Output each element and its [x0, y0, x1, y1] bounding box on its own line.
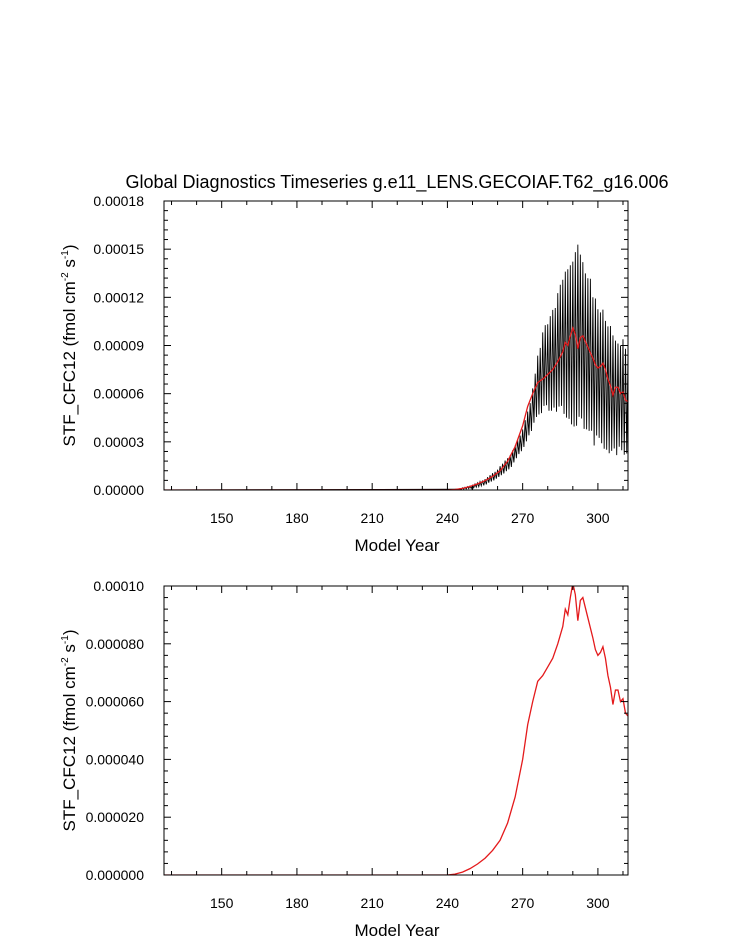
y-axis-label: STF_CFC12 (fmol cm-2 s-1): [60, 629, 79, 831]
y-tick-label: 0.00012: [93, 289, 144, 305]
y-tick-label: 0.000060: [86, 694, 145, 710]
x-tick-label: 300: [586, 510, 610, 526]
top-panel: 150 180 210 240 270 300 0.00000 0.00003 0.00006 0…: [60, 193, 629, 555]
y-tick-label: 0.00003: [93, 434, 144, 450]
series-line-monthly: [164, 244, 628, 490]
x-tick-label: 180: [285, 510, 309, 526]
y-tick-label: 0.00018: [93, 193, 144, 209]
x-tick-label: 180: [285, 895, 309, 911]
x-tick-label: 240: [436, 895, 460, 911]
figure-title: Global Diagnostics Timeseries g.e11_LENS…: [126, 172, 669, 193]
x-tick-label: 150: [210, 510, 234, 526]
plot-frame: [163, 585, 629, 876]
x-tick-label: 150: [210, 895, 234, 911]
y-tick-label: 0.000000: [86, 867, 145, 883]
series-line-annual: [164, 586, 628, 875]
x-tick-label: 210: [360, 510, 384, 526]
y-tick-label: 0.000040: [86, 751, 145, 767]
y-tick-label: 0.000080: [86, 636, 145, 652]
x-tick-label: 300: [586, 895, 610, 911]
y-tick-label: 0.00009: [93, 338, 144, 354]
y-tick-label: 0.00000: [93, 482, 144, 498]
x-tick-label: 270: [511, 895, 535, 911]
y-tick-label: 0.00010: [93, 578, 144, 594]
x-axis-label: Model Year: [354, 921, 439, 940]
bottom-panel: 150 180 210 240 270 300 0.000000 0.000020 0.0000…: [60, 578, 629, 940]
y-tick-label: 0.00006: [93, 386, 144, 402]
x-tick-label: 240: [436, 510, 460, 526]
series-line-annual: [164, 325, 628, 490]
x-axis-label: Model Year: [354, 536, 439, 555]
x-tick-label: 210: [360, 895, 384, 911]
x-tick-label: 270: [511, 510, 535, 526]
y-tick-label: 0.00015: [93, 241, 144, 257]
y-tick-label: 0.000020: [86, 809, 145, 825]
y-axis-label: STF_CFC12 (fmol cm-2 s-1): [60, 244, 79, 446]
